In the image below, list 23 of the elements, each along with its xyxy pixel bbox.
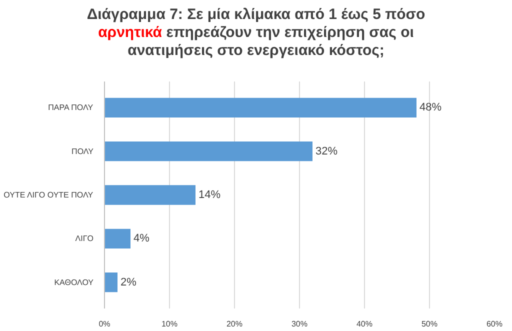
y-tick-label: ΟΥΤΕ ΛΙΓΟ ΟΥΤΕ ΠΟΛΥ <box>4 190 94 200</box>
data-label: 32% <box>316 145 338 158</box>
bar <box>104 272 118 292</box>
bar <box>104 98 416 118</box>
y-tick-label: ΠΟΛΥ <box>72 146 94 156</box>
x-tick-label: 60% <box>486 320 503 328</box>
y-tick-label: ΛΙΓΟ <box>75 234 94 244</box>
data-label: 2% <box>120 276 137 288</box>
bar <box>104 142 312 162</box>
bar <box>104 185 196 205</box>
data-label: 48% <box>420 102 442 114</box>
x-tick-label: 20% <box>226 320 243 328</box>
y-tick-label: ΚΑΘΟΛΟΥ <box>54 278 94 287</box>
x-tick-label: 50% <box>421 320 438 328</box>
bar <box>104 228 130 248</box>
x-tick-label: 40% <box>356 320 373 328</box>
y-tick-label: ΠΑΡΑ ΠΟΛΥ <box>48 103 94 112</box>
chart-title: Διάγραμμα 7: Σε μία κλίμακα από 1 έως 5 πόσο αρνητικά επηρεάζουν την επιχείρηση σας οι ανατιμήσεις στο ενεργειακό κόστος; <box>86 6 426 60</box>
x-tick-label: 30% <box>291 320 308 328</box>
data-label: 14% <box>198 189 221 201</box>
x-tick-label: 10% <box>161 320 178 328</box>
data-label: 4% <box>134 232 150 245</box>
x-tick-label: 0% <box>98 320 110 328</box>
